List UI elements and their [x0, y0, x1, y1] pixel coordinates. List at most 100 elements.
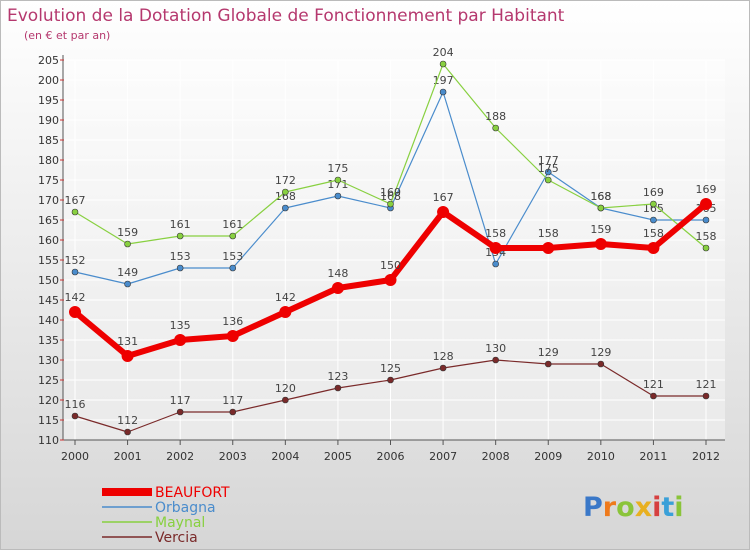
axes: 110 115 120 125 130 135 140 145 150 155 160 165 170 1… [38, 54, 725, 463]
legend-item-orbagna: Orbagna [102, 500, 216, 516]
data-point-orbagna [334, 192, 342, 200]
data-point-orbagna [492, 260, 499, 268]
data-point-beaufort [542, 242, 555, 254]
data-point-vercia [176, 408, 184, 416]
x-tick-label: 2006 [377, 450, 405, 463]
svg-text:Proxiti: Proxiti [583, 492, 684, 523]
y-tick-label: 170 [38, 194, 59, 207]
data-label-beaufort: 158 [485, 227, 506, 240]
data-point-orbagna [544, 168, 552, 176]
data-point-maynal [71, 208, 79, 216]
data-label-beaufort: 159 [590, 223, 611, 236]
data-point-beaufort [489, 242, 502, 254]
data-label-beaufort: 167 [433, 191, 454, 204]
data-point-orbagna [176, 264, 184, 272]
y-tick-label: 175 [38, 174, 59, 187]
data-point-vercia [492, 356, 499, 364]
data-point-beaufort [437, 206, 450, 218]
data-point-maynal [176, 232, 184, 240]
data-point-beaufort [594, 238, 607, 250]
data-label-orbagna: 168 [275, 190, 296, 203]
data-point-maynal [334, 176, 342, 184]
data-label-vercia: 117 [170, 394, 191, 407]
data-point-vercia [439, 364, 447, 372]
y-tick-label: 180 [38, 154, 59, 167]
y-tick-label: 185 [38, 134, 59, 147]
data-label-maynal: 175 [327, 162, 348, 175]
y-tick-label: 120 [38, 394, 59, 407]
data-label-vercia: 116 [65, 398, 86, 411]
data-point-beaufort [226, 330, 239, 342]
data-point-beaufort [647, 242, 660, 254]
x-tick-label: 2000 [61, 450, 89, 463]
legend-label-vercia: Vercia [155, 530, 198, 546]
y-tick-label: 125 [38, 374, 59, 387]
data-label-vercia: 120 [275, 382, 296, 395]
y-tick-label: 195 [38, 94, 59, 107]
x-tick-label: 2012 [692, 450, 720, 463]
data-point-vercia [702, 392, 710, 400]
data-label-vercia: 121 [643, 378, 664, 391]
legend-label-maynal: Maynal [155, 515, 205, 531]
data-point-orbagna [124, 280, 131, 288]
data-label-maynal: 159 [117, 226, 138, 239]
data-label-orbagna: 168 [590, 190, 611, 203]
y-tick-label: 140 [38, 314, 59, 327]
data-label-beaufort: 169 [696, 183, 717, 196]
data-label-beaufort: 158 [643, 227, 664, 240]
series-beaufort: 142 131 135 136 142 148 150 167 158 158 159 158 169 [65, 183, 717, 362]
data-point-vercia [334, 384, 342, 392]
y-tick-label: 205 [38, 54, 59, 67]
legend-label-orbagna: Orbagna [155, 500, 216, 516]
data-point-vercia [282, 396, 289, 404]
data-label-maynal: 188 [485, 110, 506, 123]
y-tick-label: 165 [38, 214, 59, 227]
data-label-maynal: 175 [538, 162, 559, 175]
x-tick-label: 2010 [587, 450, 615, 463]
data-point-maynal [597, 204, 605, 212]
y-tick-label: 160 [38, 234, 59, 247]
data-label-orbagna: 149 [117, 266, 138, 279]
data-point-vercia [597, 360, 605, 368]
data-point-maynal [387, 200, 394, 208]
data-point-vercia [544, 360, 552, 368]
y-tick-label: 110 [38, 434, 59, 447]
y-tick-label: 150 [38, 274, 59, 287]
data-label-maynal: 158 [696, 230, 717, 243]
y-tick-label: 115 [38, 414, 59, 427]
plot-area [63, 60, 725, 440]
data-label-orbagna: 168 [380, 190, 401, 203]
x-tick-label: 2011 [639, 450, 667, 463]
data-label-orbagna: 152 [65, 254, 86, 267]
data-point-beaufort [331, 282, 344, 294]
y-tick-label: 145 [38, 294, 59, 307]
data-point-orbagna [439, 88, 447, 96]
x-tick-label: 2007 [429, 450, 457, 463]
data-label-maynal: 161 [170, 218, 191, 231]
data-label-vercia: 125 [380, 362, 401, 375]
data-point-maynal [439, 60, 447, 68]
y-tick-label: 190 [38, 114, 59, 127]
series-vercia: 116 112 117 117 120 123 125 128 130 129 129 121 121 [65, 342, 717, 436]
data-point-orbagna [71, 268, 79, 276]
x-tick-label: 2001 [114, 450, 142, 463]
data-label-beaufort: 136 [222, 315, 243, 328]
legend-item-beaufort: BEAUFORT [102, 485, 230, 501]
x-tick-label: 2005 [324, 450, 352, 463]
data-label-maynal: 169 [643, 186, 664, 199]
y-tick-label: 200 [38, 74, 59, 87]
chart-title: Evolution de la Dotation Globale de Fonc… [7, 6, 565, 26]
data-point-maynal [229, 232, 237, 240]
data-point-maynal [492, 124, 499, 132]
data-point-vercia [71, 412, 79, 420]
legend-item-maynal: Maynal [102, 515, 205, 531]
data-point-beaufort [279, 306, 292, 318]
data-point-orbagna [282, 204, 289, 212]
data-label-vercia: 129 [538, 346, 559, 359]
data-label-beaufort: 142 [65, 291, 86, 304]
grid-lines [63, 59, 725, 441]
data-point-beaufort [700, 198, 712, 210]
data-point-orbagna [650, 216, 657, 224]
